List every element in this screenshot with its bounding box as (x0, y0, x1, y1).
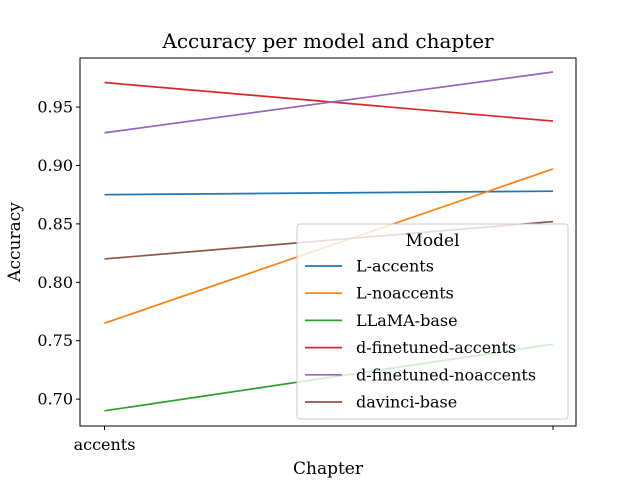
series-line-4 (104, 71, 554, 134)
x-axis-label: Chapter (293, 459, 364, 479)
x-axis: accents (74, 426, 554, 454)
legend-title: Model (405, 231, 459, 251)
legend-label-5: davinci-base (356, 393, 457, 412)
y-tick-label-0: 0.70 (37, 390, 73, 409)
x-tick-label-0: accents (74, 435, 136, 454)
legend-label-4: d-finetuned-noaccents (356, 365, 536, 384)
series-line-0 (104, 190, 554, 196)
y-tick-label-2: 0.80 (37, 273, 73, 292)
y-tick-label-5: 0.95 (37, 98, 73, 117)
y-axis: 0.70 0.75 0.80 0.85 0.90 0.95 (37, 98, 80, 409)
chart-title: Accuracy per model and chapter (161, 29, 494, 53)
legend: Model L-accents L-noaccents LLaMA-base d-fin… (296, 223, 569, 420)
y-tick-label-4: 0.90 (37, 156, 73, 175)
legend-label-0: L-accents (356, 257, 434, 276)
y-axis-label: Accuracy (5, 202, 25, 283)
plot-frame (79, 57, 577, 427)
legend-label-3: d-finetuned-accents (356, 338, 516, 357)
y-tick-label-1: 0.75 (37, 331, 73, 350)
y-tick-label-3: 0.85 (37, 214, 73, 233)
legend-label-1: L-noaccents (356, 284, 454, 303)
legend-label-2: LLaMA-base (356, 311, 458, 330)
legend-box (296, 223, 569, 420)
